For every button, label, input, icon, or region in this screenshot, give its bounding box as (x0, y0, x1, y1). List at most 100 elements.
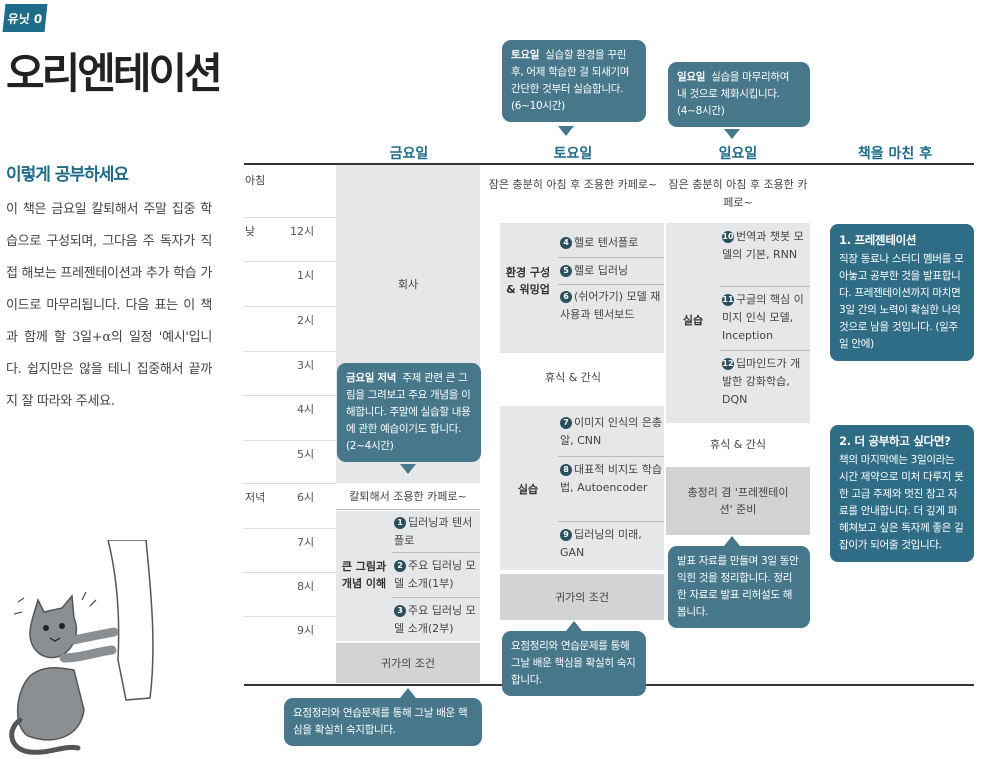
column-saturday: 토요일 (553, 146, 593, 162)
friday-bottom-bubble: 요점정리와 연습문제를 통해 그날 배운 핵심을 확실히 숙지합니다. (284, 698, 482, 746)
friday-footer-block (336, 643, 480, 683)
step-number-badge: 3 (394, 605, 406, 617)
cat-head (29, 594, 78, 659)
hour-label: 7시 (297, 536, 315, 549)
friday-footer: 귀가의 조건 (380, 657, 436, 670)
step-number-badge: 6 (560, 291, 572, 303)
saturday-footer-block (500, 574, 664, 620)
bubble-pointer (400, 464, 416, 474)
divider (336, 509, 480, 510)
sunday-practice-block (666, 223, 810, 423)
hour-tick (244, 395, 336, 396)
friday-section-label: 큰 그림과 개념 이해 (341, 560, 387, 590)
sunday-top-bubble: 일요일 실습을 마무리하여 내 것으로 체화시킵니다. (4~8시간) (668, 62, 810, 127)
divider (558, 521, 664, 522)
friday-item-3: 3 주요 딥러닝 모델 소개(2부) (394, 604, 476, 635)
step-number-badge: 10 (722, 231, 734, 243)
hour-tick (244, 572, 336, 573)
cat-eye (43, 625, 49, 631)
time-label-noon: 낮 (245, 225, 256, 238)
sunday-item-10: 10 번역과 챗봇 모델의 기본, RNN (722, 230, 804, 261)
cat-eye (59, 623, 65, 629)
cat-mouth (49, 637, 61, 642)
hour-tick (244, 306, 336, 307)
hour-label: 2시 (297, 314, 315, 327)
step-number-badge: 9 (560, 529, 572, 541)
hour-label: 3시 (297, 359, 315, 372)
divider (720, 286, 810, 287)
bubble-pointer (724, 536, 740, 546)
saturday-break: 휴식 & 간식 (544, 371, 602, 384)
unit-tag: 유닛 0 (2, 4, 48, 32)
top-rule (244, 163, 974, 165)
saturday-item-9: 9 딥러닝의 미래, GAN (560, 528, 642, 559)
column-after: 책을 마친 후 (857, 146, 933, 162)
sunday-break: 휴식 & 간식 (709, 438, 767, 451)
bubble-pointer (558, 126, 574, 136)
motion-lines (13, 591, 97, 615)
divider (558, 284, 664, 285)
column-sunday: 일요일 (718, 146, 758, 162)
hour-label: 4시 (297, 403, 315, 416)
card-title: 1. 프레젠테이션 (839, 233, 917, 247)
saturday-item-7: 7 이미지 인식의 은총알, CNN (560, 416, 662, 447)
friday-after-work: 칼퇴해서 조용한 카페로~ (349, 490, 467, 503)
divider (558, 456, 664, 457)
friday-study-block (336, 511, 480, 641)
saturday-warmup-label: 환경 구성 & 워밍업 (505, 266, 551, 296)
hour-label: 5시 (297, 448, 315, 461)
time-label-morning: 아침 (245, 174, 266, 187)
divider (720, 350, 810, 351)
hour-label: 6시 (297, 491, 315, 504)
cat-paw (69, 627, 119, 645)
saturday-footer: 귀가의 조건 (554, 591, 610, 604)
hour-tick (244, 261, 336, 262)
further-study-card: 2. 더 공부하고 싶다면? 책의 마지막에는 3일이라는 시간 제약으로 미처… (830, 425, 974, 562)
hour-tick (244, 616, 336, 617)
intro-heading: 이렇게 공부하세요 (6, 165, 129, 185)
sunday-item-12: 12 딥마인드가 개발한 강화학습, DQN (722, 357, 801, 406)
step-number-badge: 12 (722, 358, 734, 370)
saturday-item-5: 5 헬로 딥러닝 (560, 262, 662, 280)
cat-tail (9, 717, 81, 755)
bubble-pointer (724, 129, 740, 139)
friday-item-1: 1 딥러닝과 텐서플로 (394, 516, 473, 547)
step-number-badge: 8 (560, 464, 572, 476)
step-number-badge: 2 (394, 560, 406, 572)
step-number-badge: 11 (722, 294, 734, 306)
saturday-bottom-bubble: 요점정리와 연습문제를 통해 그날 배운 핵심을 확실히 숙지합니다. (502, 631, 646, 696)
step-number-badge: 7 (560, 417, 572, 429)
hour-tick (244, 351, 336, 352)
presentation-card: 1. 프레젠테이션 직장 동료나 스터디 멤버를 모아놓고 공부한 것을 발표합… (830, 224, 974, 361)
friday-item-2: 2 주요 딥러닝 모델 소개(1부) (394, 559, 476, 590)
hour-tick (244, 483, 336, 484)
hour-label: 9시 (297, 624, 315, 637)
cat-paw (59, 645, 117, 663)
sunday-item-11: 11 구글의 핵심 이미지 인식 모델, Inception (722, 293, 804, 342)
page-title: 오리엔테이션 (6, 49, 223, 98)
hour-tick (244, 440, 336, 441)
column-friday: 금요일 (389, 146, 429, 162)
sunday-review: 총정리 겸 '프레젠테이션' 준비 (687, 486, 789, 516)
hour-label: 1시 (297, 269, 315, 282)
person-leg (107, 540, 154, 701)
friday-work-label: 회사 (397, 278, 419, 291)
friday-evening-bubble: 금요일 저녁 주제 관련 큰 그림을 그려보고 주요 개념을 이해합니다. 주말… (337, 363, 481, 462)
bubble-pointer (566, 621, 582, 631)
card-body: 직장 동료나 스터디 멤버를 모아놓고 공부한 것을 발표합니다. 프레젠테이션… (839, 253, 964, 350)
cat-body (16, 667, 85, 741)
hour-label: 12시 (290, 225, 315, 238)
step-number-badge: 1 (394, 517, 406, 529)
sunday-practice-label: 실습 (682, 314, 704, 327)
divider (558, 257, 664, 258)
step-number-badge: 5 (560, 265, 572, 277)
saturday-practice-label: 실습 (517, 483, 539, 496)
hour-tick (244, 528, 336, 529)
sunday-bottom-bubble: 발표 자료를 만들며 3일 동안 익힌 것을 정리합니다. 정리한 자료로 발표… (668, 546, 810, 628)
saturday-item-8: 8 대표적 비지도 학습법, Autoencoder (560, 463, 662, 494)
divider (392, 597, 480, 598)
saturday-practice-block (500, 406, 664, 570)
sunday-wake: 잠은 충분히 아침 후 조용한 카페로~ (668, 178, 808, 209)
step-number-badge: 4 (560, 237, 572, 249)
saturday-item-4: 4 헬로 텐서플로 (560, 234, 662, 252)
